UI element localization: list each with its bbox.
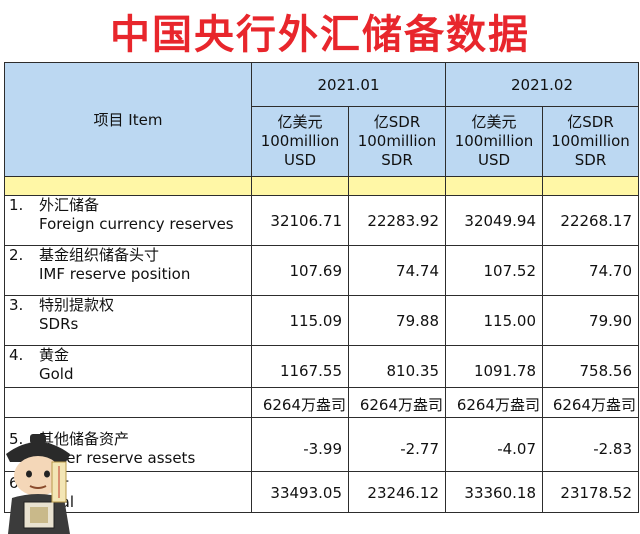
value-cell: 810.35 — [348, 345, 446, 388]
item-cell: 2. 基金组织储备头寸 IMF reserve position — [4, 245, 252, 296]
band-cell — [445, 176, 543, 196]
row-index: 4. — [9, 346, 24, 364]
value-cell: 32049.94 — [445, 195, 543, 246]
unit-header: 亿美元 100million USD — [251, 106, 349, 177]
item-zh: 特别提款权 — [39, 296, 115, 314]
value-cell: 107.69 — [251, 245, 349, 296]
row-index: 3. — [9, 296, 24, 314]
table-row: 1. 外汇储备 Foreign currency reserves 32106.7… — [4, 195, 639, 246]
value-cell: 79.90 — [542, 295, 639, 346]
value-cell: 33493.05 — [251, 471, 349, 513]
value-cell: 107.52 — [445, 245, 543, 296]
unit-en-line1: 100million — [454, 132, 534, 150]
unit-zh: 亿美元 — [471, 113, 517, 131]
unit-zh: 亿SDR — [567, 113, 614, 131]
table-row: 4. 黄金 Gold 1167.55 810.35 1091.78 758.56 — [4, 345, 639, 388]
value-cell: 79.88 — [348, 295, 446, 346]
page-title: 中国央行外汇储备数据 — [110, 12, 530, 58]
value-cell: 6264万盎司 — [251, 387, 349, 418]
value-cell: 22268.17 — [542, 195, 639, 246]
item-cell: 3. 特别提款权 SDRs — [4, 295, 252, 346]
unit-en-line1: 100million — [357, 132, 437, 150]
row-index: 2. — [9, 246, 24, 264]
row-index: 1. — [9, 196, 24, 214]
unit-en-line2: USD — [477, 151, 511, 169]
value-cell: 6264万盎司 — [542, 387, 639, 418]
item-zh: 其他储备资产 — [39, 430, 130, 448]
value-cell: 6264万盎司 — [348, 387, 446, 418]
value-cell: -3.99 — [251, 417, 349, 472]
unit-en-line1: 100million — [260, 132, 340, 150]
item-en: Gold — [39, 365, 74, 383]
item-zh: 黄金 — [39, 346, 70, 364]
item-en: Foreign currency reserves — [39, 215, 234, 233]
item-cell — [4, 387, 252, 418]
item-en: Other reserve assets — [39, 449, 196, 467]
reserves-table: 项目 Item 2021.01 2021.02 亿美元 100million U… — [4, 62, 639, 513]
table-row: 3. 特别提款权 SDRs 115.09 79.88 115.00 79.90 — [4, 295, 639, 346]
band-cell — [542, 176, 639, 196]
month-header-2021-01: 2021.01 — [251, 62, 446, 107]
value-cell: 1091.78 — [445, 345, 543, 388]
item-column-header: 项目 Item — [4, 62, 252, 177]
item-zh: 基金组织储备头寸 — [39, 246, 160, 264]
table-row: 5. 其他储备资产 Other reserve assets -3.99 -2.7… — [4, 417, 639, 472]
title-bar: 中国央行外汇储备数据 — [0, 0, 640, 62]
table-row: 6.合计 Total 33493.05 23246.12 33360.18 23… — [4, 471, 639, 513]
value-cell: 758.56 — [542, 345, 639, 388]
unit-en-line1: 100million — [551, 132, 630, 150]
value-cell: 115.09 — [251, 295, 349, 346]
value-cell: -2.83 — [542, 417, 639, 472]
item-header-label: 项目 Item — [93, 111, 163, 129]
month-header-2021-02: 2021.02 — [445, 62, 639, 107]
band-cell — [348, 176, 446, 196]
value-cell: 1167.55 — [251, 345, 349, 388]
item-zh: 外汇储备 — [39, 196, 100, 214]
value-cell: 22283.92 — [348, 195, 446, 246]
table-row: 6264万盎司 6264万盎司 6264万盎司 6264万盎司 — [4, 387, 639, 418]
unit-header: 亿美元 100million USD — [445, 106, 543, 177]
value-cell: 115.00 — [445, 295, 543, 346]
value-cell: 32106.71 — [251, 195, 349, 246]
unit-en-line2: USD — [283, 151, 317, 169]
value-cell: -4.07 — [445, 417, 543, 472]
row-index: 5. — [9, 430, 24, 448]
item-en: SDRs — [39, 315, 79, 333]
unit-zh: 亿SDR — [373, 113, 421, 131]
unit-en-line2: SDR — [574, 151, 607, 169]
item-en: IMF reserve position — [39, 265, 191, 283]
value-cell: 23246.12 — [348, 471, 446, 513]
unit-header: 亿SDR 100million SDR — [348, 106, 446, 177]
value-cell: 23178.52 — [542, 471, 639, 513]
yellow-band-row — [4, 176, 639, 196]
value-cell: 33360.18 — [445, 471, 543, 513]
band-cell — [4, 176, 252, 196]
unit-zh: 亿美元 — [277, 113, 323, 131]
unit-en-line2: SDR — [381, 151, 413, 169]
value-cell: 74.70 — [542, 245, 639, 296]
cartoon-official-avatar-icon — [6, 434, 70, 534]
band-cell — [251, 176, 349, 196]
table-row: 2. 基金组织储备头寸 IMF reserve position 107.69 7… — [4, 245, 639, 296]
item-cell: 1. 外汇储备 Foreign currency reserves — [4, 195, 252, 246]
value-cell: 74.74 — [348, 245, 446, 296]
value-cell: -2.77 — [348, 417, 446, 472]
value-cell: 6264万盎司 — [445, 387, 543, 418]
unit-header: 亿SDR 100million SDR — [542, 106, 639, 177]
item-cell: 4. 黄金 Gold — [4, 345, 252, 388]
